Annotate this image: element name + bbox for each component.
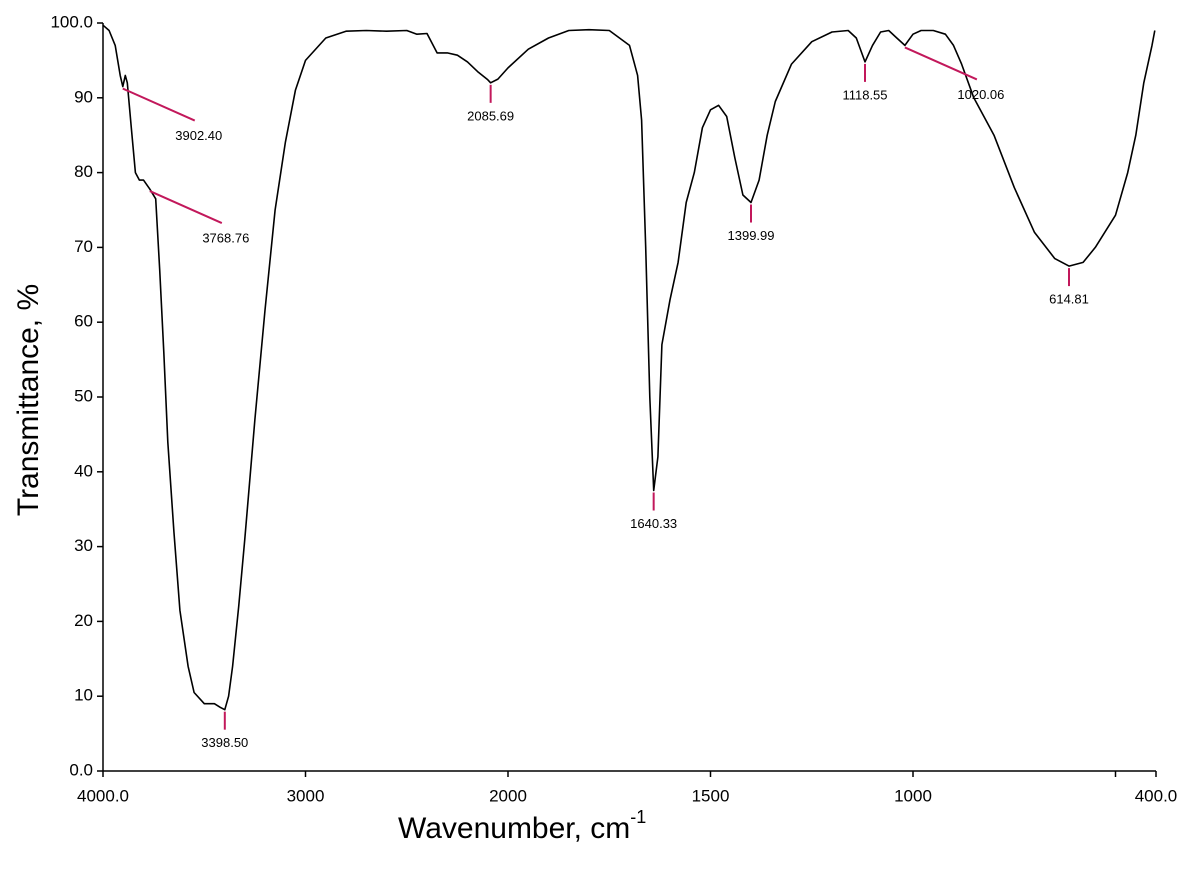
peak-label: 3768.76 (202, 230, 249, 245)
peak-leader (122, 87, 196, 122)
x-tick-label: 1500 (692, 786, 730, 805)
y-tick-label: 0.0 (69, 760, 93, 779)
y-tick-label: 30 (74, 536, 93, 555)
y-tick-label: 70 (74, 237, 93, 256)
y-tick-label: 60 (74, 312, 93, 331)
y-tick-label: 80 (74, 162, 93, 181)
y-tick-label: 10 (74, 686, 93, 705)
peak-leader (904, 46, 978, 81)
y-tick-label: 90 (74, 87, 93, 106)
x-axis-title: Wavenumber, cm-1 (398, 807, 646, 845)
peak-label: 1020.06 (957, 87, 1004, 102)
x-tick-label: 2000 (489, 786, 527, 805)
peak-label: 1399.99 (728, 228, 775, 243)
peak-label: 614.81 (1049, 292, 1089, 307)
y-tick-label: 20 (74, 611, 93, 630)
x-tick-label: 1000 (894, 786, 932, 805)
x-axis-title-main: Wavenumber, cm (398, 812, 630, 845)
x-tick-label: 3000 (287, 786, 325, 805)
y-tick-label: 100.0 (50, 12, 93, 31)
spectrum-line (102, 24, 1156, 711)
x-tick-label: 400.0 (1135, 786, 1178, 805)
peak-label: 3398.50 (201, 735, 248, 750)
peak-label: 1640.33 (630, 516, 677, 531)
peak-label: 3902.40 (175, 128, 222, 143)
peak-leader (149, 190, 223, 224)
y-tick-label: 50 (74, 386, 93, 405)
x-tick-label: 4000.0 (77, 786, 129, 805)
y-tick-label: 40 (74, 461, 93, 480)
y-axis-title: Transmittance, % (12, 284, 45, 516)
peak-label: 2085.69 (467, 108, 514, 123)
peak-label: 1118.55 (842, 87, 887, 102)
x-axis-title-sup: -1 (630, 807, 646, 827)
